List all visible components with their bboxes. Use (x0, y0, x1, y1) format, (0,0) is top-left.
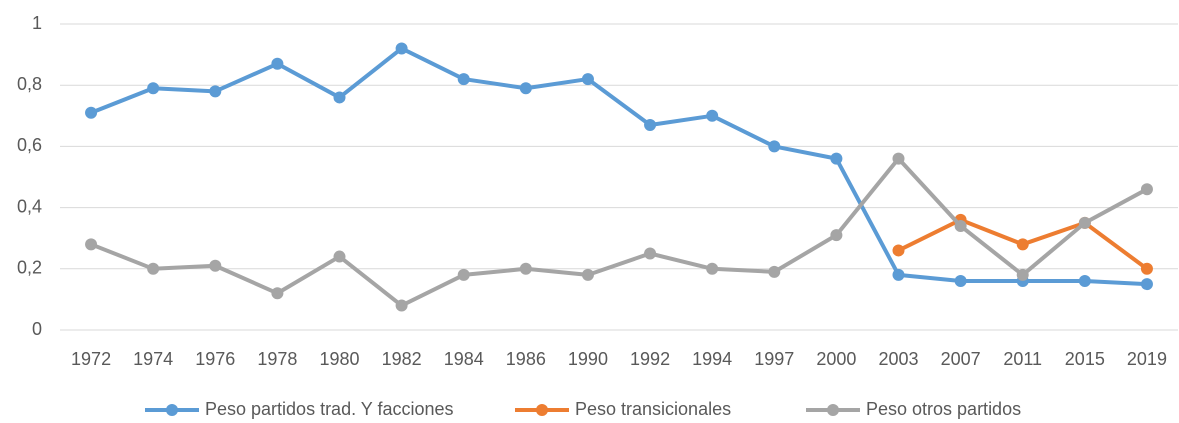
legend-label: Peso transicionales (575, 399, 731, 419)
x-tick-label: 1978 (257, 349, 297, 369)
data-point (830, 152, 843, 165)
data-point (1140, 278, 1153, 291)
x-tick-label: 1976 (195, 349, 235, 369)
data-point (271, 287, 284, 300)
series-line (90, 156, 1148, 308)
data-point (1016, 238, 1029, 251)
data-point (271, 57, 284, 70)
legend-marker (166, 404, 178, 416)
data-point (85, 106, 98, 119)
x-tick-label: 1980 (319, 349, 359, 369)
x-tick-label: 2011 (1003, 349, 1042, 369)
data-point (581, 268, 594, 281)
x-tick-label: 1972 (71, 349, 111, 369)
y-tick-label: 0,4 (17, 196, 42, 216)
data-point (457, 73, 470, 86)
data-point (768, 265, 781, 278)
x-tick-label: 1997 (754, 349, 794, 369)
x-tick-label: 1986 (506, 349, 546, 369)
legend-label: Peso otros partidos (866, 399, 1021, 419)
y-tick-label: 0,2 (17, 258, 42, 278)
data-point (147, 262, 160, 275)
y-tick-label: 0,8 (17, 74, 42, 94)
data-point (768, 140, 781, 153)
legend-marker (827, 404, 839, 416)
data-point (644, 118, 657, 131)
x-tick-label: 2015 (1065, 349, 1105, 369)
data-point (706, 262, 719, 275)
x-tick-label: 2007 (941, 349, 981, 369)
legend-label: Peso partidos trad. Y facciones (205, 399, 453, 419)
data-point (457, 268, 470, 281)
x-tick-label: 1992 (630, 349, 670, 369)
data-point (395, 299, 408, 312)
data-point (830, 229, 843, 242)
data-point (892, 152, 905, 165)
data-point (519, 82, 532, 95)
data-point (1140, 262, 1153, 275)
data-point (954, 275, 967, 288)
x-tick-label: 2003 (878, 349, 918, 369)
data-point (1016, 268, 1029, 281)
legend-marker (536, 404, 548, 416)
data-point (581, 73, 594, 86)
data-point (209, 259, 222, 272)
data-point (1078, 275, 1091, 288)
data-point (333, 250, 346, 263)
data-point (1078, 216, 1091, 229)
data-point (892, 268, 905, 281)
data-point (209, 85, 222, 98)
x-tick-label: 1990 (568, 349, 608, 369)
data-point (147, 82, 160, 95)
series-line (90, 46, 1148, 287)
x-tick-label: 1982 (382, 349, 422, 369)
x-tick-label: 1974 (133, 349, 173, 369)
data-point (1140, 183, 1153, 196)
x-tick-label: 2019 (1127, 349, 1167, 369)
x-tick-label: 1994 (692, 349, 732, 369)
data-point (954, 219, 967, 232)
data-point (85, 238, 98, 251)
y-tick-label: 0,6 (17, 135, 42, 155)
x-tick-label: 2000 (816, 349, 856, 369)
data-point (395, 42, 408, 55)
data-point (892, 244, 905, 257)
x-tick-label: 1984 (444, 349, 484, 369)
data-point (706, 109, 719, 122)
data-point (333, 91, 346, 104)
data-point (644, 247, 657, 260)
y-tick-label: 0 (32, 319, 42, 339)
data-point (519, 262, 532, 275)
y-tick-label: 1 (32, 13, 42, 33)
